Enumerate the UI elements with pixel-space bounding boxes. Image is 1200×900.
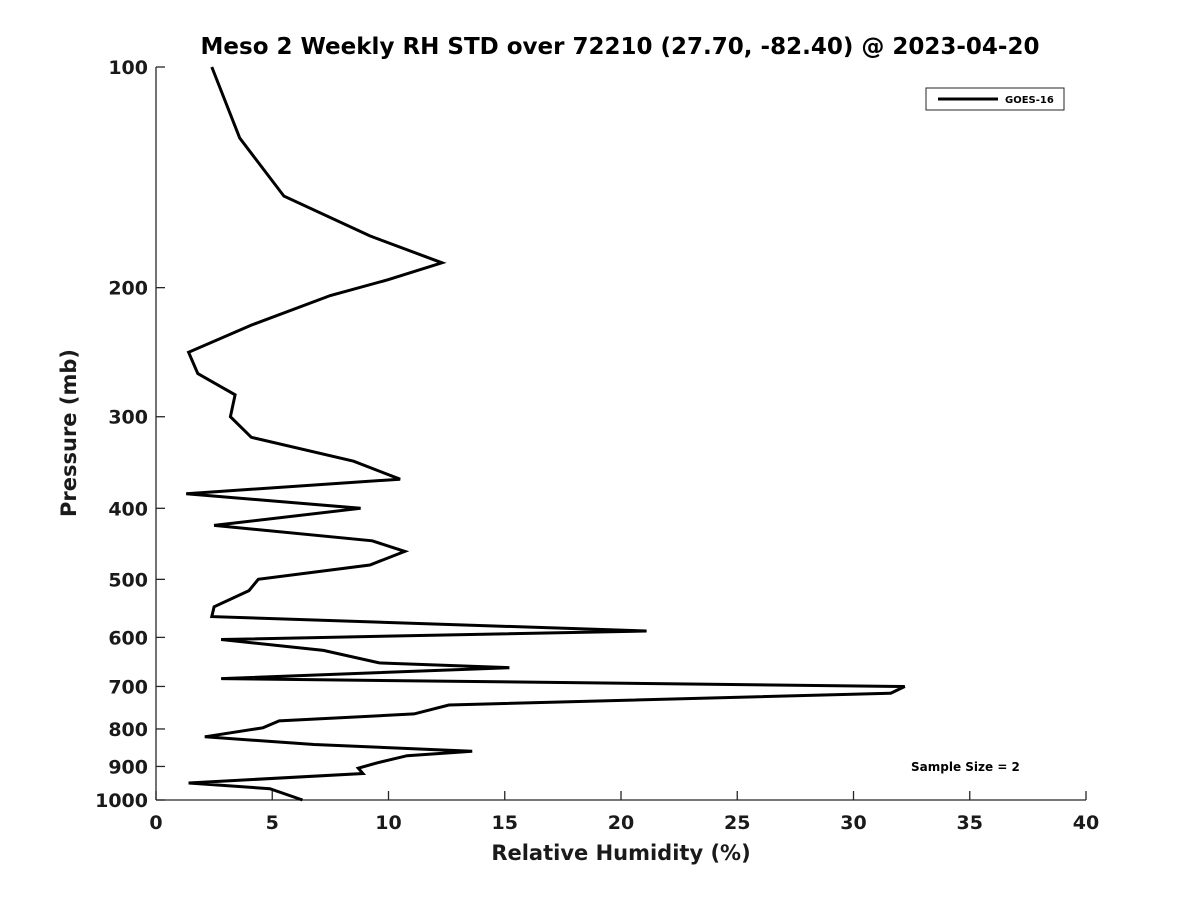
x-tick-label: 5: [266, 812, 279, 834]
x-tick-label: 40: [1073, 812, 1099, 834]
y-tick-label: 700: [108, 676, 148, 698]
legend-label: GOES-16: [1005, 95, 1054, 106]
y-ticks: 100 200 300 400 500 600 700 800 900 1000: [95, 57, 165, 812]
y-tick-label: 300: [108, 407, 148, 429]
y-tick-label: 500: [108, 569, 148, 591]
chart-title: Meso 2 Weekly RH STD over 72210 (27.70, …: [201, 34, 1040, 60]
x-tick-label: 0: [149, 812, 162, 834]
x-axis-label: Relative Humidity (%): [491, 841, 750, 865]
y-tick-label: 200: [108, 278, 148, 300]
x-tick-label: 10: [375, 812, 401, 834]
x-tick-label: 25: [724, 812, 750, 834]
y-tick-label: 900: [108, 756, 148, 778]
series-line-goes-16: [186, 66, 906, 802]
y-tick-label: 600: [108, 627, 148, 649]
y-tick-label: 800: [108, 719, 148, 741]
legend: GOES-16: [925, 87, 1065, 111]
x-tick-label: 20: [608, 812, 634, 834]
x-tick-label: 15: [492, 812, 518, 834]
x-tick-label: 30: [840, 812, 866, 834]
y-tick-label: 400: [108, 498, 148, 520]
y-tick-label: 1000: [95, 790, 148, 812]
x-ticks: 0 5 10 15 20 25 30 35 40: [149, 791, 1099, 834]
sample-size-annotation: Sample Size = 2: [911, 760, 1020, 774]
y-tick-label: 100: [108, 57, 148, 79]
y-axis-label: Pressure (mb): [57, 349, 81, 517]
x-tick-label: 35: [957, 812, 983, 834]
